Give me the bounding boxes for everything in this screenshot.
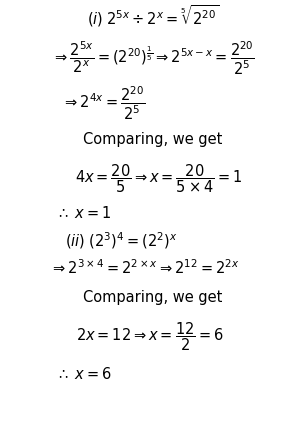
Text: Comparing, we get: Comparing, we get — [84, 131, 223, 147]
Text: Comparing, we get: Comparing, we get — [84, 290, 223, 305]
Text: $\therefore\; x = 6$: $\therefore\; x = 6$ — [56, 366, 112, 382]
Text: $(i)\; 2^{5x} \div 2^{x} = \sqrt[5]{2^{20}}$: $(i)\; 2^{5x} \div 2^{x} = \sqrt[5]{2^{2… — [87, 3, 219, 29]
Text: $\Rightarrow \dfrac{2^{5x}}{2^{x}} = (2^{20})^{\frac{1}{5}} \Rightarrow 2^{5x-x}: $\Rightarrow \dfrac{2^{5x}}{2^{x}} = (2^… — [52, 39, 255, 78]
Text: $4x = \dfrac{20}{5} \Rightarrow x = \dfrac{20}{5 \times 4} = 1$: $4x = \dfrac{20}{5} \Rightarrow x = \dfr… — [75, 163, 242, 195]
Text: $\therefore\; x = 1$: $\therefore\; x = 1$ — [56, 205, 112, 221]
Text: $\Rightarrow 2^{3 \times 4} = 2^{2 \times x} \Rightarrow 2^{12} = 2^{2x}$: $\Rightarrow 2^{3 \times 4} = 2^{2 \time… — [50, 259, 239, 277]
Text: $2x = 12 \Rightarrow x = \dfrac{12}{2} = 6$: $2x = 12 \Rightarrow x = \dfrac{12}{2} =… — [76, 321, 224, 353]
Text: $(ii)\; (2^{3})^{4} = (2^{2})^{x}$: $(ii)\; (2^{3})^{4} = (2^{2})^{x}$ — [65, 231, 178, 251]
Text: $\Rightarrow 2^{4x} = \dfrac{2^{20}}{2^{5}}$: $\Rightarrow 2^{4x} = \dfrac{2^{20}}{2^{… — [62, 84, 146, 122]
